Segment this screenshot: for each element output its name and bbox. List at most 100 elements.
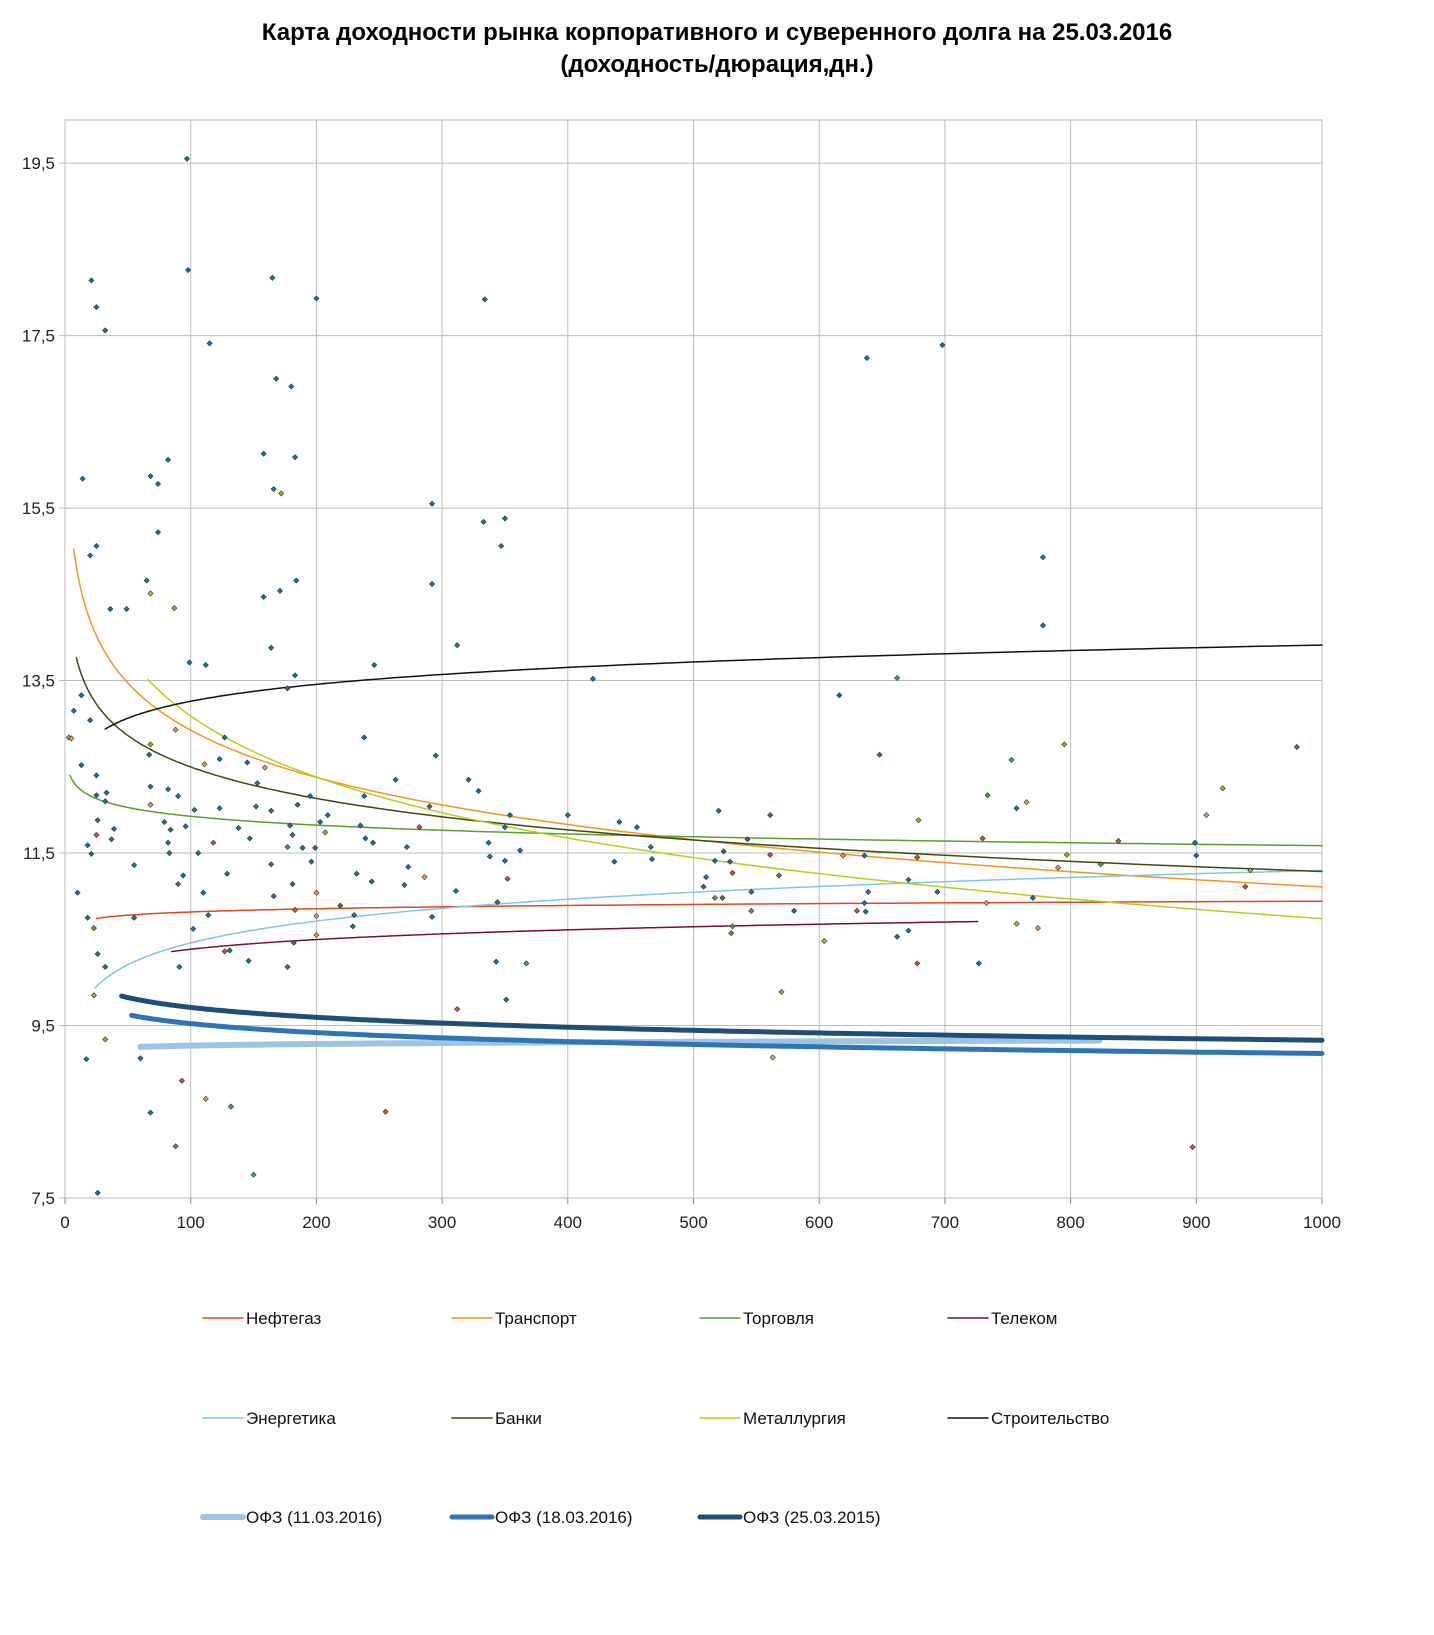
data-point bbox=[245, 957, 252, 964]
data-point bbox=[201, 761, 208, 768]
data-point bbox=[147, 783, 154, 790]
data-point bbox=[93, 792, 100, 799]
data-point bbox=[711, 894, 718, 901]
data-point bbox=[216, 756, 223, 763]
data-point bbox=[719, 894, 726, 901]
legend-label: ОФЗ (18.03.2016) bbox=[495, 1508, 633, 1527]
data-point bbox=[289, 881, 296, 888]
data-point bbox=[1192, 839, 1199, 846]
grid bbox=[59, 119, 1323, 1199]
data-point bbox=[161, 818, 168, 826]
data-point bbox=[748, 888, 755, 895]
data-point bbox=[284, 685, 291, 692]
data-point bbox=[934, 888, 941, 895]
legend-label: Энергетика bbox=[246, 1409, 336, 1428]
data-point bbox=[94, 950, 101, 957]
data-point bbox=[178, 1077, 185, 1084]
legend-label: Банки bbox=[495, 1409, 542, 1428]
data-point bbox=[1013, 805, 1020, 812]
y-tick-label: 13,5 bbox=[22, 672, 55, 691]
data-point bbox=[647, 843, 654, 851]
legend-label: Нефтегаз bbox=[246, 1309, 321, 1328]
data-point bbox=[501, 857, 508, 864]
data-point bbox=[191, 806, 198, 813]
data-point bbox=[313, 295, 320, 302]
data-point bbox=[292, 672, 299, 679]
data-point bbox=[88, 277, 95, 284]
data-point bbox=[369, 839, 376, 846]
data-point bbox=[180, 872, 187, 879]
data-point bbox=[894, 674, 901, 681]
data-point bbox=[206, 340, 213, 347]
data-point bbox=[744, 836, 751, 843]
trend-line-ОФЗ (18.03.2016) bbox=[129, 1012, 1325, 1056]
data-point bbox=[123, 605, 130, 613]
data-point bbox=[154, 529, 162, 536]
data-point bbox=[102, 327, 109, 334]
data-point bbox=[268, 644, 275, 651]
data-point bbox=[270, 486, 277, 493]
data-point bbox=[107, 605, 114, 613]
data-point bbox=[137, 1055, 144, 1062]
x-tick-label: 200 bbox=[302, 1213, 330, 1232]
data-point bbox=[894, 933, 901, 940]
data-point bbox=[914, 854, 921, 861]
legend-label: Металлургия bbox=[743, 1409, 846, 1428]
data-point bbox=[202, 662, 209, 669]
data-point bbox=[1242, 883, 1249, 890]
data-point bbox=[1293, 743, 1300, 750]
data-point bbox=[1061, 741, 1068, 748]
data-point bbox=[454, 1006, 461, 1013]
data-point bbox=[939, 342, 946, 349]
data-point bbox=[876, 751, 883, 758]
y-tick-label: 17,5 bbox=[22, 327, 55, 346]
data-point bbox=[165, 839, 172, 846]
legend-item: Телеком bbox=[947, 1309, 1057, 1328]
y-tick-label: 19,5 bbox=[22, 154, 55, 173]
data-point bbox=[90, 992, 97, 999]
data-point bbox=[210, 839, 217, 846]
data-point bbox=[324, 812, 331, 819]
data-point bbox=[313, 931, 320, 938]
data-point bbox=[865, 888, 872, 895]
data-point bbox=[863, 354, 870, 362]
data-point bbox=[224, 870, 231, 877]
data-point bbox=[362, 835, 369, 842]
data-point bbox=[165, 456, 172, 463]
data-point bbox=[429, 500, 436, 507]
data-point bbox=[175, 881, 182, 888]
data-point bbox=[154, 480, 162, 487]
data-point bbox=[486, 853, 493, 860]
chart-subtitle: (доходность/дюрация,дн.) bbox=[560, 51, 873, 78]
data-point bbox=[361, 793, 368, 800]
x-tick-label: 500 bbox=[679, 1213, 707, 1232]
data-point bbox=[517, 847, 524, 854]
data-point bbox=[1008, 756, 1015, 763]
data-point bbox=[368, 878, 375, 885]
data-point bbox=[322, 829, 329, 836]
data-point bbox=[1193, 852, 1200, 859]
trend-line-Телеком bbox=[171, 920, 979, 953]
data-point bbox=[250, 1171, 257, 1178]
data-point bbox=[769, 1054, 776, 1061]
data-point bbox=[501, 824, 508, 831]
data-point bbox=[270, 893, 277, 900]
data-point bbox=[110, 825, 118, 832]
data-point bbox=[711, 857, 718, 864]
x-tick-label: 400 bbox=[554, 1213, 582, 1232]
data-point bbox=[403, 843, 410, 851]
data-point bbox=[185, 267, 192, 274]
data-point bbox=[405, 863, 412, 870]
data-point bbox=[589, 675, 596, 682]
data-point bbox=[186, 659, 193, 666]
data-point bbox=[791, 907, 798, 914]
data-point bbox=[93, 772, 100, 779]
data-point bbox=[269, 274, 276, 281]
x-tick-label: 900 bbox=[1182, 1213, 1210, 1232]
data-point bbox=[221, 734, 228, 741]
data-point bbox=[840, 852, 847, 859]
data-point bbox=[292, 454, 299, 461]
data-point bbox=[984, 792, 991, 799]
data-point bbox=[349, 923, 356, 930]
data-point bbox=[246, 835, 253, 842]
